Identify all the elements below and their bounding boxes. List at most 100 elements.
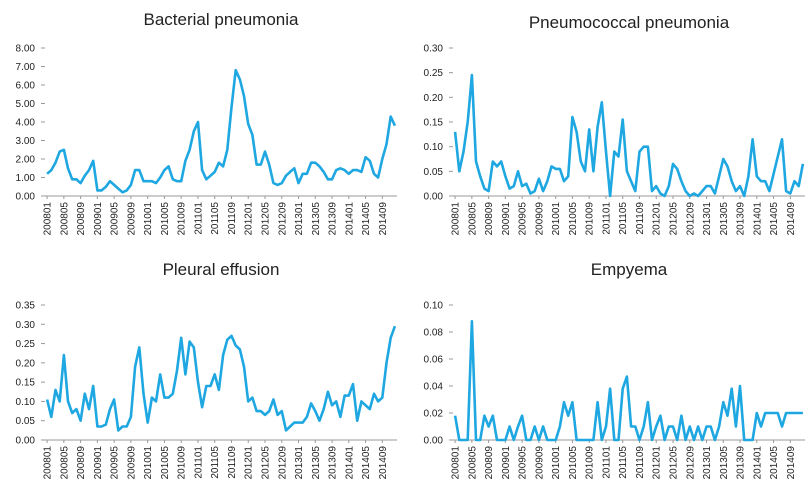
y-tick-label: 0.00 xyxy=(424,436,444,447)
x-tick-label: 200909 xyxy=(534,446,545,480)
y-tick-label: 0.02 xyxy=(424,409,444,420)
x-tick-label: 201401 xyxy=(752,202,763,236)
x-tick-label: 200809 xyxy=(484,202,495,236)
y-tick-label: 4.00 xyxy=(16,118,36,129)
x-tick-label: 201209 xyxy=(277,446,288,480)
y-tick-label: 0.00 xyxy=(16,436,36,447)
y-tick-label: 1.00 xyxy=(16,173,36,184)
panel: Pleural effusion 0.00 0.05 0.10 0.15 0.20 0.25… xyxy=(16,260,397,479)
x-tick-label: 201409 xyxy=(378,446,389,480)
y-tick-label: 0.08 xyxy=(424,328,444,339)
x-tick-label: 201301 xyxy=(294,446,305,480)
x-tick-label: 201101 xyxy=(601,202,612,235)
y-tick-label: 6.00 xyxy=(16,81,36,92)
data-line xyxy=(46,68,397,194)
x-tick-label: 201109 xyxy=(227,446,238,479)
y-tick-label: 2.00 xyxy=(16,155,36,166)
x-tick-label: 201209 xyxy=(685,202,696,236)
x-tick-label: 200909 xyxy=(126,202,137,236)
y-tick-label: 0.06 xyxy=(424,355,444,366)
chart-title: Empyema xyxy=(591,260,668,279)
x-tick-label: 200809 xyxy=(76,446,87,480)
x-tick-label: 200901 xyxy=(501,202,512,236)
y-tick-label: 0.25 xyxy=(16,339,36,350)
x-tick-label: 200809 xyxy=(76,202,87,236)
x-tick-label: 200805 xyxy=(467,202,478,236)
x-tick-label: 201309 xyxy=(736,202,747,236)
y-tick-label: 0.00 xyxy=(16,192,36,203)
y-tick-label: 0.10 xyxy=(424,142,444,153)
x-tick-label: 200801 xyxy=(43,202,54,236)
x-tick-label: 200905 xyxy=(518,202,529,236)
x-tick-label: 201405 xyxy=(361,446,372,480)
panel: Bacterial pneumonia 0.00 1.00 2.00 3.00 4.00 5… xyxy=(16,10,397,235)
x-tick-label: 200805 xyxy=(59,202,70,236)
x-tick-label: 201205 xyxy=(261,202,272,236)
x-tick-label: 201301 xyxy=(702,446,713,480)
x-tick-label: 200901 xyxy=(501,446,512,480)
x-tick-label: 201401 xyxy=(344,446,355,480)
x-tick-label: 200801 xyxy=(43,446,54,480)
y-tick-label: 0.25 xyxy=(424,68,444,79)
x-tick-label: 201205 xyxy=(669,202,680,236)
x-tick-label: 200909 xyxy=(126,446,137,480)
x-tick-label: 201305 xyxy=(719,446,730,480)
x-tick-label: 201105 xyxy=(618,446,629,479)
x-tick-label: 201409 xyxy=(378,202,389,236)
x-tick-label: 200805 xyxy=(467,446,478,480)
x-tick-label: 201005 xyxy=(160,446,171,480)
x-tick-label: 201309 xyxy=(328,446,339,480)
x-tick-label: 201109 xyxy=(227,202,238,235)
y-tick-label: 0.05 xyxy=(424,167,444,178)
y-tick-label: 0.20 xyxy=(424,93,444,104)
x-tick-label: 201001 xyxy=(551,202,562,236)
x-tick-label: 201001 xyxy=(143,202,154,236)
y-tick-label: 8.00 xyxy=(16,44,36,55)
y-tick-label: 0.20 xyxy=(16,358,36,369)
x-tick-label: 201401 xyxy=(344,202,355,236)
x-tick-label: 201201 xyxy=(244,202,255,236)
y-tick-label: 5.00 xyxy=(16,99,36,110)
chart-title: Bacterial pneumonia xyxy=(144,10,300,29)
x-tick-label: 201105 xyxy=(618,202,629,235)
y-tick-label: 7.00 xyxy=(16,62,36,73)
data-line xyxy=(453,73,805,198)
x-tick-label: 201201 xyxy=(652,202,663,236)
x-tick-label: 201405 xyxy=(769,446,780,480)
x-tick-label: 201409 xyxy=(786,446,797,480)
data-line xyxy=(45,325,397,432)
x-tick-label: 201409 xyxy=(786,202,797,236)
x-tick-label: 201405 xyxy=(361,202,372,236)
x-tick-label: 200905 xyxy=(110,202,121,236)
x-tick-label: 201005 xyxy=(568,202,579,236)
x-tick-label: 201009 xyxy=(177,202,188,236)
x-tick-label: 201209 xyxy=(685,446,696,480)
x-tick-label: 201005 xyxy=(568,446,579,480)
x-tick-label: 201001 xyxy=(143,446,154,480)
x-tick-label: 200801 xyxy=(451,202,462,236)
y-tick-label: 0.15 xyxy=(424,118,444,129)
x-tick-label: 201405 xyxy=(769,202,780,236)
y-tick-label: 0.15 xyxy=(16,378,36,389)
y-tick-label: 0.00 xyxy=(424,192,444,203)
x-tick-label: 201205 xyxy=(261,446,272,480)
x-tick-label: 200801 xyxy=(451,446,462,480)
x-tick-label: 201301 xyxy=(702,202,713,236)
chart-title: Pneumococcal pneumonia xyxy=(529,13,730,32)
x-tick-label: 201301 xyxy=(294,202,305,236)
x-tick-label: 201201 xyxy=(652,446,663,480)
x-tick-label: 201309 xyxy=(328,202,339,236)
x-tick-label: 201105 xyxy=(210,202,221,235)
x-tick-label: 201101 xyxy=(601,446,612,479)
x-tick-label: 201401 xyxy=(752,446,763,480)
x-tick-label: 201201 xyxy=(244,446,255,480)
data-line xyxy=(453,319,803,442)
y-tick-label: 3.00 xyxy=(16,136,36,147)
x-tick-label: 201305 xyxy=(719,202,730,236)
panel: Empyema 0.00 0.02 0.04 0.06 0.08 0.10 200801 200… xyxy=(424,260,805,479)
x-tick-label: 201105 xyxy=(210,446,221,479)
x-tick-label: 200901 xyxy=(93,446,104,480)
x-tick-label: 200905 xyxy=(518,446,529,480)
y-tick-label: 0.05 xyxy=(16,416,36,427)
x-tick-label: 201005 xyxy=(160,202,171,236)
